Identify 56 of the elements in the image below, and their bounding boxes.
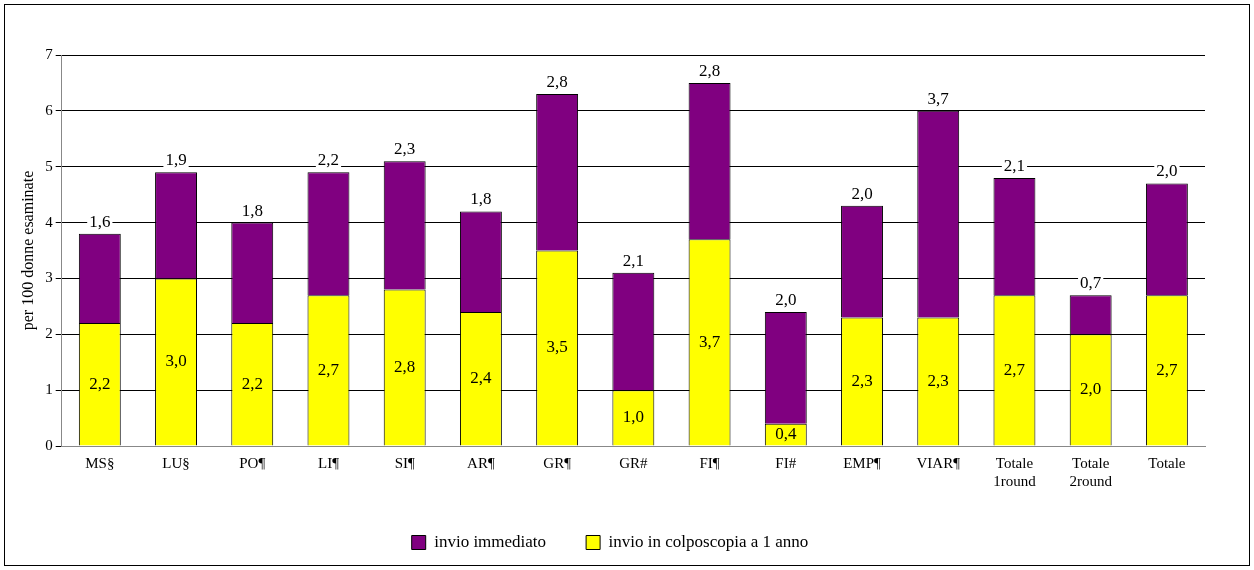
data-label: 0,7 (1080, 273, 1102, 293)
x-tick-label: GR# (619, 454, 649, 471)
x-tick-label: LI¶ (317, 454, 340, 471)
x-tick-label: AR¶ (467, 454, 495, 471)
data-label: 2,7 (317, 359, 340, 379)
data-label: 2,0 (851, 183, 873, 203)
x-tick-label: LU§ (162, 454, 190, 471)
y-tick-label: 6 (45, 101, 54, 118)
y-tick-label: 2 (45, 325, 53, 342)
data-label: 2,2 (241, 373, 263, 393)
x-tick-label: SI¶ (394, 454, 415, 471)
x-tick-label: Totale (1148, 454, 1186, 471)
data-label: 2,0 (1080, 379, 1102, 399)
data-label: 2,3 (927, 370, 949, 390)
y-tick-label: 5 (45, 157, 53, 174)
x-tick-label: EMP¶ (843, 454, 882, 471)
x-tick-label: PO¶ (239, 454, 266, 471)
x-tick-label: Totale 1round (993, 454, 1037, 489)
data-label: 2,2 (317, 150, 340, 170)
data-label: 3,5 (546, 337, 568, 357)
data-label: 1,8 (470, 189, 492, 209)
x-tick-label: GR¶ (543, 454, 572, 471)
data-label: 2,2 (89, 373, 111, 393)
data-label: 2,7 (1156, 359, 1179, 379)
data-label: 2,3 (851, 370, 873, 390)
legend-label: invio immediato (434, 531, 547, 551)
data-label: 2,8 (546, 72, 568, 92)
data-label: 2,0 (775, 289, 797, 309)
x-tick-label: FI# (775, 454, 797, 471)
data-label: 3,7 (698, 331, 721, 351)
data-label: 2,1 (1003, 155, 1026, 175)
x-tick-label: MS§ (85, 454, 115, 471)
data-label: 2,0 (1156, 161, 1178, 181)
data-label: 2,8 (394, 357, 416, 377)
data-label: 2,7 (1003, 359, 1026, 379)
data-label: 3,7 (927, 88, 950, 108)
data-label: 1,8 (241, 200, 263, 220)
x-tick-label: Totale 2round (1069, 454, 1113, 489)
data-label: 2,8 (698, 60, 721, 80)
data-label: 1,9 (165, 150, 187, 170)
data-label: 0,4 (775, 424, 797, 444)
y-tick-label: 4 (45, 213, 54, 230)
data-label: 2,3 (394, 139, 416, 159)
y-tick-label: 3 (45, 269, 53, 286)
y-axis-title: per 100 donne esaminate (18, 170, 37, 331)
y-tick-label: 1 (45, 381, 53, 398)
data-label: 3,0 (165, 351, 187, 371)
data-label: 1,0 (622, 407, 644, 427)
data-label: 2,4 (470, 368, 493, 388)
x-tick-label: FI¶ (699, 454, 720, 471)
data-label: 1,6 (89, 211, 111, 231)
y-tick-label: 7 (45, 45, 54, 62)
legend-label: invio in colposcopia a 1 anno (608, 531, 809, 551)
data-label: 2,1 (622, 250, 644, 270)
x-tick-label: VIAR¶ (916, 454, 961, 471)
y-tick-label: 0 (45, 436, 53, 453)
